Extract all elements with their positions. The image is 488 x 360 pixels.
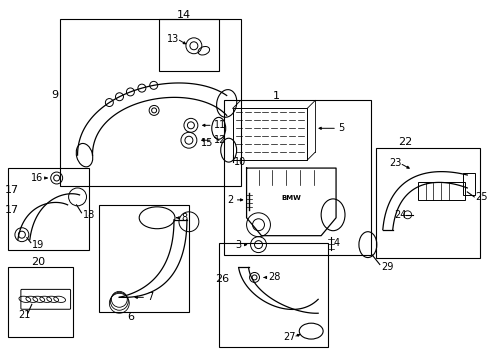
Text: 29: 29 [380,262,392,273]
Text: 7: 7 [147,292,153,302]
Text: 20: 20 [31,257,45,266]
Text: 12: 12 [213,135,225,145]
Text: 18: 18 [82,210,95,220]
Text: 3: 3 [235,240,241,249]
Text: 28: 28 [268,273,280,283]
Text: 19: 19 [32,240,44,249]
Text: 13: 13 [167,34,179,44]
Text: 6: 6 [127,312,135,322]
Text: 15: 15 [201,138,213,148]
Text: 26: 26 [214,274,228,284]
Bar [417,182,465,200]
Text: 1: 1 [272,91,279,102]
Bar [99,205,188,312]
Bar [223,100,370,255]
Text: 16: 16 [30,173,42,183]
Bar [218,243,327,347]
Text: 11: 11 [213,120,225,130]
Text: 27: 27 [283,332,295,342]
Text: 21: 21 [18,310,30,320]
Bar [60,19,240,186]
Bar [375,148,479,257]
Bar [159,19,218,71]
Bar [232,108,306,160]
Text: 8: 8 [181,213,187,223]
Text: 5: 5 [337,123,344,133]
Bar [8,267,72,337]
Text: 4: 4 [332,238,339,248]
Text: 17: 17 [5,205,19,215]
Text: 25: 25 [474,192,487,202]
Text: 9: 9 [51,90,58,100]
Text: 10: 10 [233,157,245,167]
Text: BMW: BMW [281,195,301,201]
Text: 22: 22 [398,137,412,147]
Text: 2: 2 [227,195,233,205]
Text: 24: 24 [394,210,407,220]
Text: 23: 23 [389,158,401,168]
Text: 17: 17 [5,185,19,195]
Bar [462,173,474,195]
Bar [8,168,89,249]
Text: 14: 14 [177,10,191,20]
